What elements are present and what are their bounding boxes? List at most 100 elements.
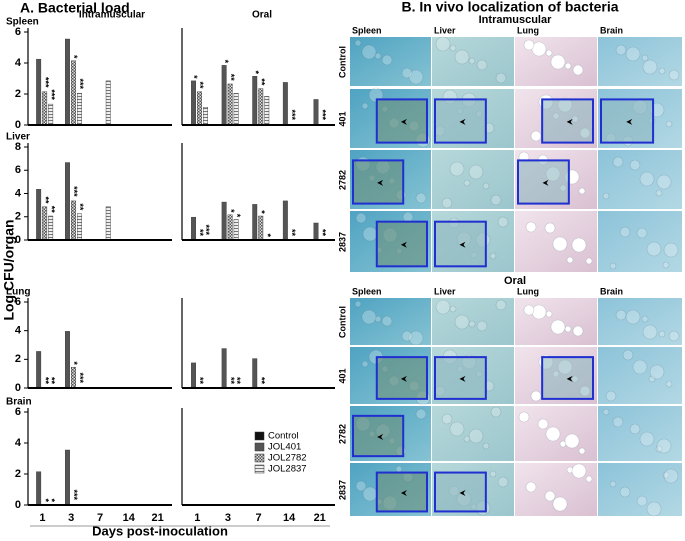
tissue-texture: [362, 226, 378, 242]
bar: [252, 358, 258, 389]
y-tick-label: 6: [15, 164, 21, 176]
tissue-texture: [401, 330, 413, 342]
inset: [541, 98, 594, 144]
row-label: 2782: [337, 424, 347, 444]
significance-stars: **: [226, 377, 236, 385]
column-label: Lung: [517, 25, 539, 35]
tissue-texture: [449, 44, 457, 52]
inset: [352, 414, 405, 458]
micrograph: [350, 298, 431, 345]
tissue-texture: [609, 480, 617, 488]
bar: [76, 93, 82, 126]
tissue-texture: [361, 360, 369, 368]
inset: [434, 471, 487, 513]
tissue-texture: [463, 435, 471, 443]
tissue-texture: [656, 174, 672, 190]
tissue-texture: [361, 309, 377, 325]
row-label: 2782: [337, 170, 347, 190]
micrograph: [598, 298, 682, 345]
tissue-texture: [662, 471, 670, 479]
tissue-texture: [454, 314, 470, 330]
bar: [264, 96, 270, 126]
tissue-texture: [354, 39, 362, 47]
tissue-texture: [609, 262, 617, 270]
tissue-texture: [564, 325, 572, 333]
legend-label: JOL2782: [268, 453, 307, 464]
bar: [233, 93, 239, 126]
tissue-texture: [572, 64, 584, 76]
bar: [227, 83, 233, 126]
tissue-texture: [585, 257, 593, 265]
tissue-texture: [658, 67, 666, 75]
section-title: Intramuscular: [479, 14, 552, 26]
tissue-texture: [361, 102, 369, 110]
x-tick-label: 14: [123, 512, 136, 524]
significance-stars: **: [40, 377, 50, 385]
micrograph: [598, 463, 682, 516]
bar: [48, 215, 54, 241]
panel-b-title: B. In vivo localization of bacteria: [401, 0, 618, 15]
tissue-texture: [530, 390, 542, 402]
arrowhead: [400, 241, 407, 248]
tissue-texture: [489, 252, 497, 260]
arrowhead: [377, 433, 384, 440]
significance-stars: *: [40, 499, 50, 503]
tissue-texture: [530, 130, 542, 142]
tissue-texture: [545, 310, 553, 318]
bar: [191, 362, 197, 389]
arrowhead: [566, 118, 573, 125]
inset: [375, 98, 428, 144]
tissue-texture: [625, 46, 641, 62]
tissue-texture: [578, 447, 586, 455]
x-tick-label: 3: [225, 512, 231, 524]
tissue-texture: [550, 319, 566, 335]
tissue-texture: [545, 49, 553, 57]
tissue-texture: [468, 428, 484, 444]
significance-stars: **: [256, 377, 266, 385]
tissue-texture: [641, 54, 649, 62]
tissue-texture: [523, 304, 535, 316]
tissue-texture: [395, 465, 403, 473]
tissue-texture: [668, 69, 680, 81]
tissue-texture: [482, 442, 490, 450]
tissue-texture: [408, 330, 424, 346]
tissue-texture: [468, 320, 476, 328]
tissue-texture: [523, 39, 535, 51]
y-tick-label: 4: [15, 57, 22, 69]
significance-stars: **: [232, 377, 242, 385]
tissue-texture: [441, 197, 453, 209]
tissue-texture: [476, 320, 488, 332]
column-label: Liver: [434, 25, 456, 35]
micrograph: [598, 150, 682, 209]
y-tick-label: 8: [15, 141, 21, 153]
significance-stars: **: [287, 229, 297, 237]
micrograph: [432, 37, 514, 86]
bar: [203, 106, 209, 126]
tissue-texture: [663, 242, 679, 258]
significance-stars: **: [195, 229, 205, 237]
significance-stars: ***: [40, 77, 50, 88]
column-label: Brain: [600, 25, 623, 35]
tissue-texture: [665, 380, 673, 388]
y-tick-label: 4: [15, 437, 22, 449]
tissue-texture: [642, 324, 658, 340]
legend-label: JOL401: [268, 442, 301, 453]
bar: [64, 38, 70, 126]
significance-stars: ***: [46, 89, 56, 100]
bar: [64, 162, 70, 241]
row-label: Control: [337, 46, 347, 78]
row-label: Control: [337, 306, 347, 338]
tissue-texture: [490, 194, 502, 206]
bar: [70, 60, 76, 126]
tissue-texture: [639, 171, 655, 187]
tissue-texture: [632, 359, 648, 375]
tissue-texture: [641, 315, 649, 323]
y-tick-label: 6: [15, 406, 21, 418]
inset: [541, 356, 594, 400]
tissue-texture: [564, 62, 572, 70]
tissue-texture: [468, 164, 484, 180]
micrograph: [432, 150, 514, 209]
tissue-texture: [495, 72, 507, 84]
tissue-texture: [435, 299, 451, 315]
significance-stars: **: [195, 81, 205, 89]
